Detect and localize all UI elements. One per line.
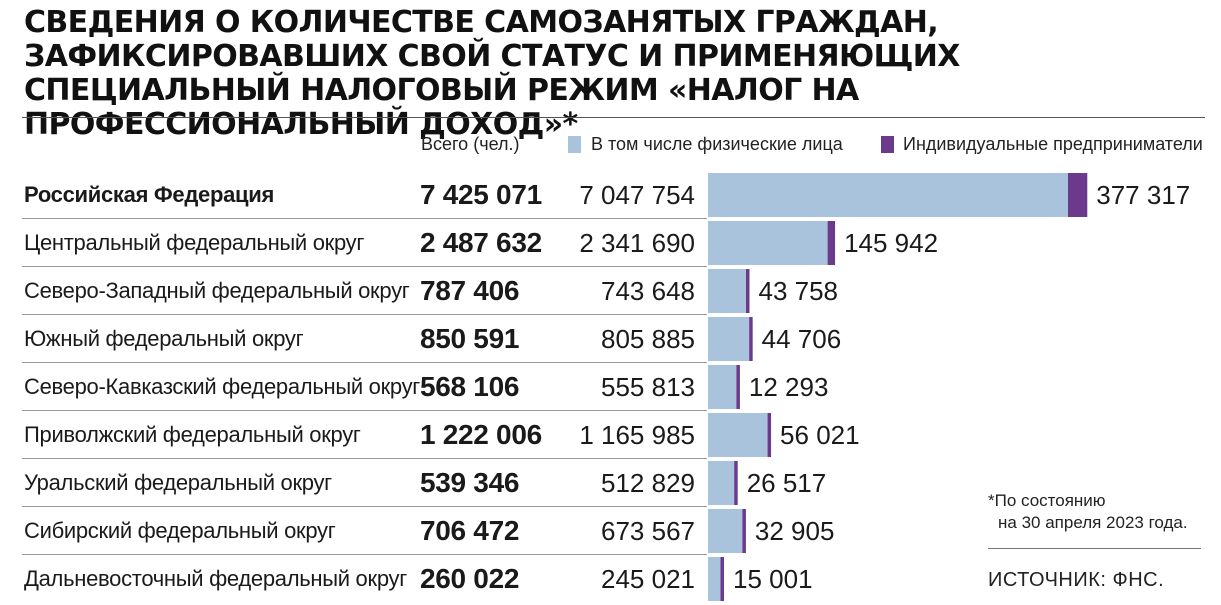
total-value: 539 346 — [420, 467, 520, 498]
bar-ip — [734, 461, 738, 505]
total-value: 2 487 632 — [420, 227, 542, 258]
table-row: Уральский федеральный округ 539 346 512 82… — [22, 458, 707, 506]
region-name: Центральный федеральный округ — [24, 230, 365, 255]
ip-value-label: 56 021 — [780, 420, 860, 450]
ip-value-label: 44 706 — [762, 324, 842, 354]
bar-phys — [708, 413, 768, 457]
bar-phys — [708, 557, 721, 601]
bar-ip — [767, 413, 772, 457]
ip-value-label: 15 001 — [733, 564, 813, 594]
table-row: Южный федеральный округ 850 591 805 885 — [22, 314, 707, 362]
region-name: Уральский федеральный округ — [24, 470, 332, 495]
legend-swatch-phys — [568, 136, 581, 153]
title-divider — [22, 117, 1205, 118]
bar-phys — [708, 173, 1068, 217]
table-row: Центральный федеральный округ 2 487 632 2 … — [22, 218, 707, 266]
total-value: 787 406 — [420, 275, 520, 306]
bar-ip — [749, 317, 753, 361]
table-row: Северо-Западный федеральный округ 787 406… — [22, 266, 707, 314]
region-name: Сибирский федеральный округ — [24, 518, 336, 543]
bar-phys — [708, 461, 735, 505]
row-divider — [22, 554, 707, 555]
legend-swatch-ip — [881, 136, 894, 153]
row-divider — [22, 314, 707, 315]
region-name: Дальневосточный федеральный округ — [24, 566, 407, 591]
bar-phys — [708, 365, 737, 409]
table-row: Северо-Кавказский федеральный округ 568 1… — [22, 362, 707, 410]
region-name: Приволжский федеральный округ — [24, 422, 361, 447]
row-divider — [22, 362, 707, 363]
phys-value: 7 047 754 — [579, 180, 695, 210]
ip-value-label: 43 758 — [758, 276, 838, 306]
table-row: Дальневосточный федеральный округ 260 022… — [22, 554, 707, 602]
bar-phys — [708, 269, 746, 313]
table-row: Сибирский федеральный округ 706 472 673 56… — [22, 506, 707, 554]
bar-ip — [827, 221, 836, 265]
table-row: Приволжский федеральный округ 1 222 006 1 … — [22, 410, 707, 458]
phys-value: 743 648 — [601, 276, 695, 306]
ip-value-label: 26 517 — [747, 468, 827, 498]
row-divider — [22, 506, 707, 507]
footnote-line-2: на 30 апреля 2023 года. — [998, 513, 1188, 532]
bar-phys — [708, 509, 743, 553]
total-value: 568 106 — [420, 371, 520, 402]
total-column-header: Всего (чел.) — [421, 134, 520, 154]
phys-value: 673 567 — [601, 516, 695, 546]
bar-ip — [742, 509, 746, 553]
chart-title: СВЕДЕНИЯ О КОЛИЧЕСТВЕ САМОЗАНЯТЫХ ГРАЖДА… — [24, 5, 960, 142]
ip-value-label: 32 905 — [755, 516, 835, 546]
region-name: Российская Федерация — [24, 182, 274, 207]
bar-phys — [708, 317, 750, 361]
bar-ip — [720, 557, 725, 601]
legend-label-ip: Индивидуальные предприниматели — [903, 134, 1203, 154]
phys-value: 2 341 690 — [579, 228, 695, 258]
footnote-divider — [988, 548, 1201, 549]
phys-value: 512 829 — [601, 468, 695, 498]
phys-value: 1 165 985 — [579, 420, 695, 450]
total-value: 850 591 — [420, 323, 520, 354]
row-divider — [22, 266, 707, 267]
ip-value-label: 12 293 — [749, 372, 829, 402]
legend-label-phys: В том числе физические лица — [591, 134, 843, 154]
total-value: 1 222 006 — [420, 419, 542, 450]
bar-ip — [736, 365, 740, 409]
region-name: Северо-Западный федеральный округ — [24, 278, 410, 303]
ip-value-label: 377 317 — [1096, 180, 1190, 210]
bar-phys — [708, 221, 828, 265]
row-divider — [22, 410, 707, 411]
row-divider — [22, 218, 707, 219]
source-note: ИСТОЧНИК: ФНС. — [988, 569, 1165, 591]
total-value: 706 472 — [420, 515, 520, 546]
row-divider — [22, 458, 707, 459]
phys-value: 245 021 — [601, 564, 695, 594]
footnote: *По состоянию на 30 апреля 2023 года. — [988, 490, 1188, 534]
bar-ip — [1068, 173, 1088, 217]
total-value: 260 022 — [420, 563, 520, 594]
region-name: Северо-Кавказский федеральный округ — [24, 374, 421, 399]
phys-value: 805 885 — [601, 324, 695, 354]
table-row: Российская Федерация 7 425 071 7 047 754 — [22, 170, 707, 218]
region-name: Южный федеральный округ — [24, 326, 304, 351]
bar-ip — [745, 269, 750, 313]
footnote-line-1: *По состоянию — [988, 491, 1106, 510]
phys-value: 555 813 — [601, 372, 695, 402]
ip-value-label: 145 942 — [844, 228, 938, 258]
total-value: 7 425 071 — [420, 179, 542, 210]
